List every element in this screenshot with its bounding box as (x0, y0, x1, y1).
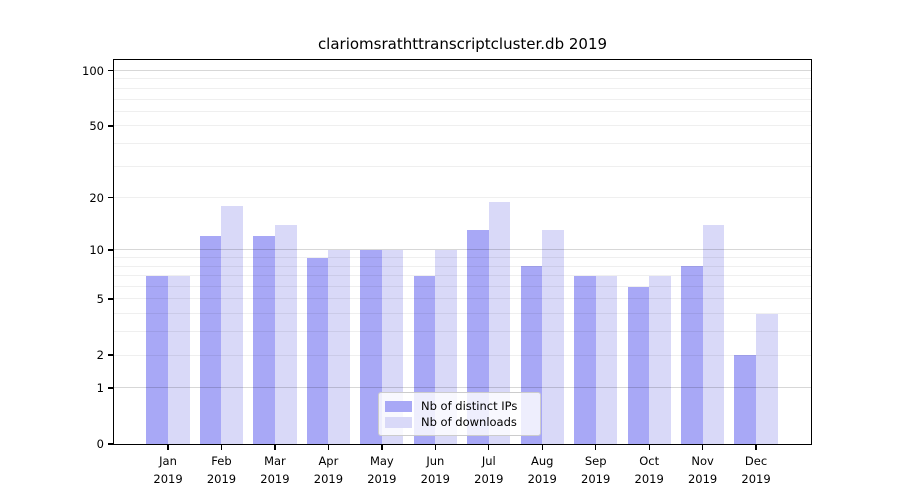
minor-gridline (114, 257, 811, 259)
legend-item-downloads: Nb of downloads (385, 414, 532, 430)
minor-gridline (114, 142, 811, 144)
x-axis-tick (755, 445, 757, 450)
bar-downloads-oct (649, 275, 671, 444)
x-axis-tick (274, 445, 276, 450)
minor-gridline (114, 313, 811, 315)
bar-ips-dec (734, 355, 757, 444)
minor-gridline (114, 110, 811, 112)
minor-gridline (114, 298, 811, 300)
y-axis-tick (108, 125, 113, 127)
x-tick-label: Jan 2019 (153, 454, 183, 486)
legend-label-distinct-ips: Nb of distinct IPs (421, 399, 518, 413)
legend-item-distinct-ips: Nb of distinct IPs (385, 398, 532, 414)
x-tick-label: Dec 2019 (741, 454, 771, 486)
bar-ips-jan (146, 275, 168, 444)
y-axis-tick (108, 69, 113, 72)
minor-gridline (114, 331, 811, 333)
y-tick-label: 0 (96, 437, 104, 451)
x-tick-label: Mar 2019 (260, 454, 290, 486)
minor-gridline (114, 165, 811, 167)
y-axis-tick (108, 249, 113, 251)
x-tick-label: Apr 2019 (313, 454, 344, 486)
y-axis-tick (108, 298, 113, 300)
y-axis-tick (108, 387, 113, 389)
x-tick-label: Aug 2019 (527, 454, 557, 486)
bar-downloads-feb (221, 205, 244, 444)
x-axis-tick (648, 445, 650, 450)
minor-gridline (114, 354, 811, 356)
x-axis-tick (381, 445, 383, 450)
x-axis-tick (167, 445, 169, 450)
major-gridline (114, 70, 811, 71)
plot-area (113, 59, 812, 445)
x-tick-label: Jul 2019 (474, 454, 504, 486)
x-tick-label: May 2019 (367, 454, 397, 486)
x-tick-label: Oct 2019 (634, 454, 664, 486)
y-axis-tick (108, 354, 113, 356)
bar-ips-mar (253, 236, 275, 444)
minor-gridline (114, 125, 811, 127)
x-axis-tick (541, 445, 543, 450)
y-tick-label: 100 (82, 63, 104, 78)
x-axis-tick (327, 445, 330, 450)
bar-downloads-nov (702, 224, 725, 444)
legend-swatch-downloads (385, 416, 412, 428)
x-axis-tick (702, 445, 704, 450)
major-gridline (114, 387, 811, 389)
y-tick-label: 5 (96, 291, 104, 306)
bar-ips-nov (681, 266, 703, 444)
bar-ips-oct (627, 286, 650, 444)
bar-downloads-apr (328, 249, 350, 444)
legend-swatch-distinct-ips (385, 400, 412, 412)
x-tick-label: Jun 2019 (420, 454, 450, 486)
bar-downloads-sep (595, 275, 618, 444)
bar-ips-sep (574, 275, 596, 444)
bar-ips-apr (306, 257, 329, 444)
x-axis-tick (434, 445, 436, 450)
y-tick-label: 50 (89, 118, 104, 133)
legend: Nb of distinct IPs Nb of downloads (378, 392, 541, 436)
bar-ips-feb (199, 236, 222, 444)
minor-gridline (114, 98, 811, 100)
minor-gridline (114, 265, 811, 267)
y-tick-label: 1 (96, 380, 104, 395)
minor-gridline (114, 78, 811, 80)
minor-gridline (114, 286, 811, 288)
minor-gridline (114, 275, 811, 277)
y-axis-tick (108, 197, 113, 199)
minor-gridline (114, 87, 811, 89)
bar-ips-may (360, 249, 382, 444)
x-axis-tick (595, 445, 597, 450)
y-tick-label: 10 (89, 242, 104, 257)
legend-label-downloads: Nb of downloads (421, 415, 517, 429)
chart-title: clariomsrathttranscriptcluster.db 2019 (317, 35, 608, 53)
x-axis-tick (220, 445, 223, 450)
bar-downloads-jul (488, 201, 511, 444)
bar-downloads-dec (756, 313, 778, 444)
major-gridline (114, 249, 811, 251)
y-axis-tick (108, 443, 113, 445)
plot-canvas (114, 60, 811, 444)
y-tick-label: 2 (96, 348, 104, 363)
x-tick-label: Nov 2019 (687, 454, 718, 486)
x-axis-tick (488, 445, 490, 450)
minor-gridline (114, 197, 811, 199)
bar-downloads-mar (274, 224, 297, 444)
x-tick-label: Feb 2019 (206, 454, 237, 486)
bar-downloads-aug (542, 230, 564, 444)
bar-downloads-jan (168, 275, 190, 444)
bar-ips-jul (467, 230, 489, 444)
y-tick-label: 20 (89, 190, 104, 205)
x-tick-label: Sep 2019 (581, 454, 611, 486)
